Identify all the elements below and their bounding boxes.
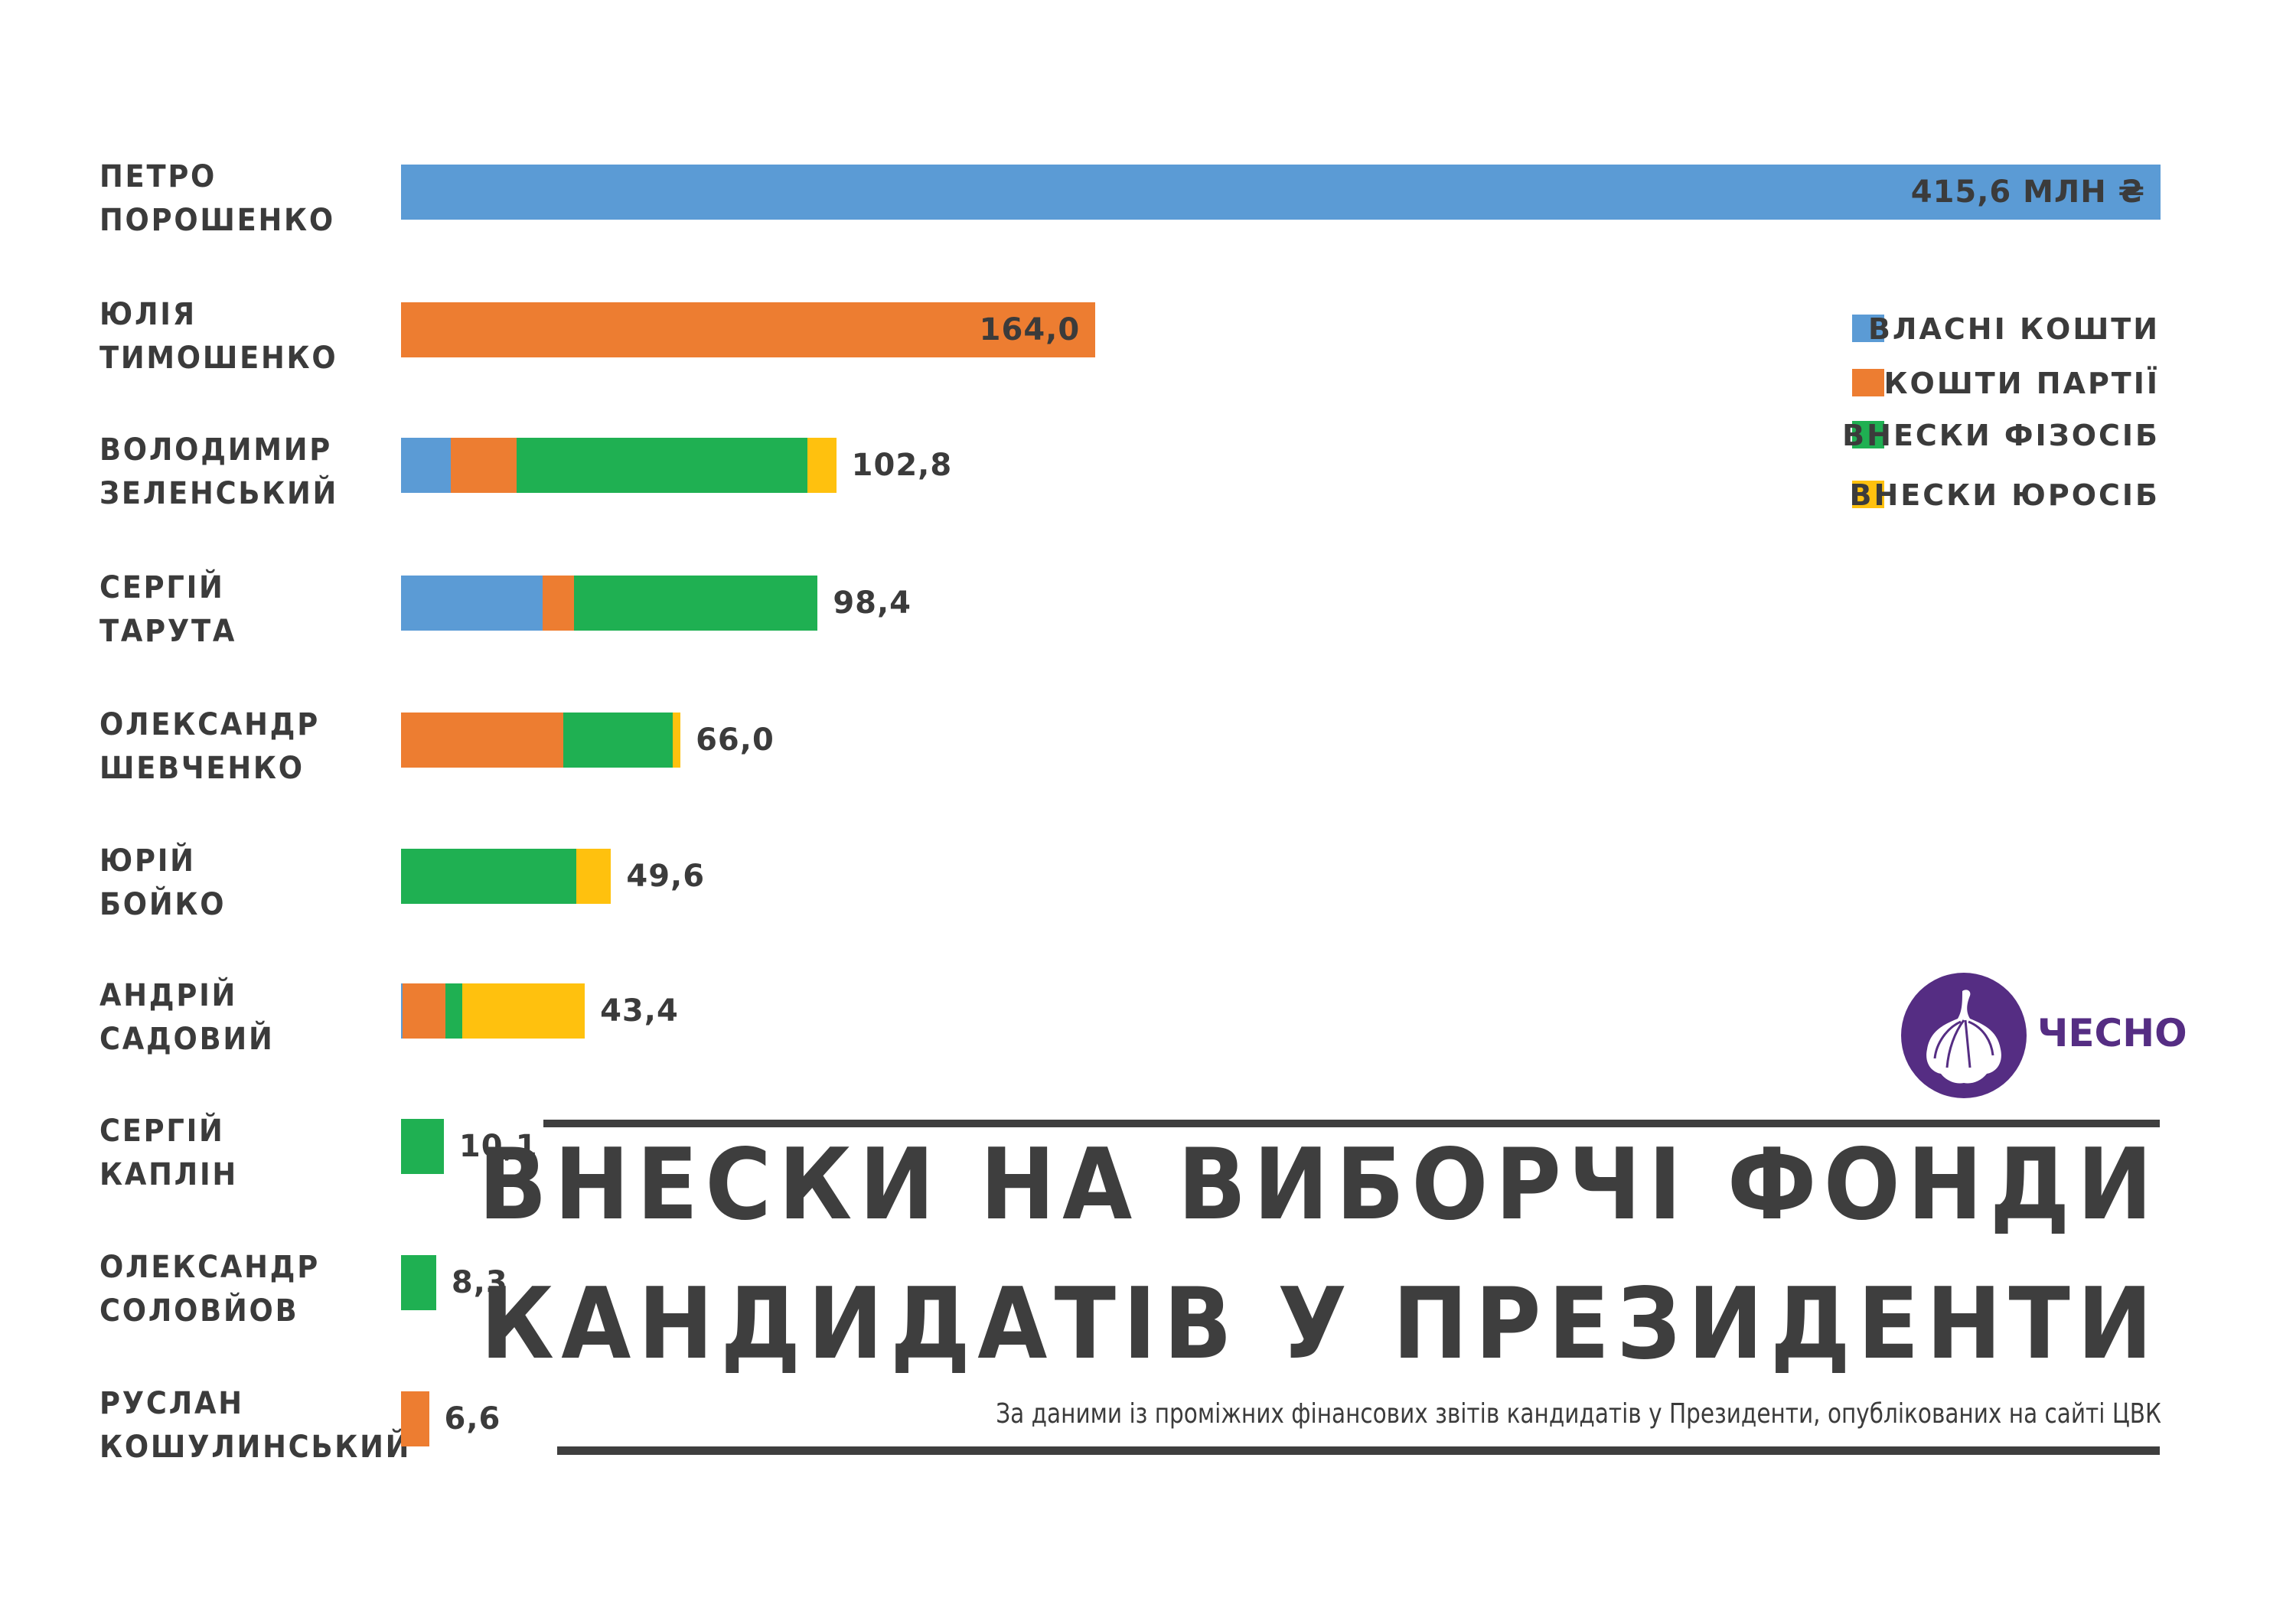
legend-item-legal-entity-contributions: ВНЕСКИ ЮРОСІБ — [1849, 478, 2160, 512]
chesno-logo-text: ЧЕСНО — [2037, 1011, 2187, 1055]
bar-value-label: 8,3 — [451, 1265, 508, 1300]
bar-value-label: 49,6 — [626, 859, 706, 894]
candidate-name: СЕРГІЙ ТАРУТА — [99, 566, 236, 654]
candidate-first-name: ОЛЕКСАНДР — [99, 707, 320, 742]
candidate-name: ОЛЕКСАНДР ШЕВЧЕНКО — [99, 703, 320, 791]
candidate-name: ОЛЕКСАНДР СОЛОВЙОВ — [99, 1246, 320, 1333]
legend-swatch-legal-entity-contributions — [1852, 481, 1884, 508]
bar-segment-individual-contributions — [445, 983, 462, 1039]
bar-segment-party-funds — [543, 576, 575, 631]
bar-segment-individual-contributions — [574, 576, 818, 631]
bar-segment-party-funds — [401, 1391, 429, 1446]
bar-value-label: 164,0 — [979, 312, 1081, 347]
candidate-first-name: ОЛЕКСАНДР — [99, 1250, 320, 1285]
candidate-first-name: АНДРІЙ — [99, 978, 238, 1013]
bar-value-label: 6,6 — [444, 1401, 501, 1436]
candidate-first-name: ВОЛОДИМИР — [99, 432, 332, 468]
bar-segment-individual-contributions — [401, 1255, 436, 1310]
title-line-2: КАНДИДАТІВ У ПРЕЗИДЕНТИ — [481, 1267, 2160, 1381]
candidate-last-name: КОШУЛИНСЬКИЙ — [99, 1430, 412, 1465]
bar-segment-legal-entity-contributions — [672, 713, 681, 768]
candidate-first-name: ЮЛІЯ — [99, 297, 197, 332]
bar-segment-party-funds — [402, 983, 445, 1039]
candidate-name: ПЕТРО ПОРОШЕНКО — [99, 155, 335, 243]
candidate-first-name: ПЕТРО — [99, 159, 217, 194]
candidate-name: ЮРІЙ БОЙКО — [99, 840, 226, 927]
candidate-name: ЮЛІЯ ТИМОШЕНКО — [99, 293, 338, 380]
bar-segment-individual-contributions — [563, 713, 673, 768]
bar-value-label: 10,1 — [458, 1129, 538, 1164]
candidate-last-name: ЗЕЛЕНСЬКИЙ — [99, 476, 339, 511]
bar-segment-own-funds — [401, 983, 403, 1039]
candidate-name: РУСЛАН КОШУЛИНСЬКИЙ — [99, 1382, 411, 1469]
legend-label: ВНЕСКИ ЮРОСІБ — [1849, 478, 2160, 512]
candidate-last-name: ШЕВЧЕНКО — [99, 751, 305, 786]
stacked-bar — [401, 713, 681, 768]
candidate-last-name: САДОВИЙ — [99, 1022, 275, 1057]
title-bottom-rule — [557, 1446, 2160, 1455]
legend-label: КОШТИ ПАРТІЇ — [1883, 367, 2160, 400]
candidate-last-name: ТАРУТА — [99, 614, 237, 649]
title-line-1: ВНЕСКИ НА ВИБОРЧІ ФОНДИ — [478, 1128, 2160, 1242]
candidate-first-name: СЕРГІЙ — [99, 1114, 225, 1149]
bar-segment-individual-contributions — [401, 849, 576, 904]
garlic-icon — [1926, 990, 2001, 1084]
stacked-bar — [401, 849, 612, 904]
bar-segment-individual-contributions — [401, 1119, 444, 1174]
stacked-bar — [401, 1255, 436, 1310]
candidate-first-name: ЮРІЙ — [99, 843, 196, 879]
legend-item-own-funds: ВЛАСНІ КОШТИ — [1851, 312, 2160, 346]
stacked-bar — [401, 576, 818, 631]
title-top-rule — [543, 1120, 2160, 1127]
stacked-bar — [401, 1119, 444, 1174]
candidate-first-name: РУСЛАН — [99, 1386, 244, 1421]
legend-swatch-party-funds — [1852, 369, 1884, 396]
stacked-bar — [401, 165, 2161, 220]
stacked-bar — [401, 438, 837, 493]
candidate-last-name: ПОРОШЕНКО — [99, 203, 335, 238]
legend-item-individual-contributions: ВНЕСКИ ФІЗОСІБ — [1842, 419, 2160, 452]
stacked-bar — [401, 302, 1096, 357]
stacked-bar — [401, 1391, 429, 1446]
bar-segment-legal-entity-contributions — [576, 849, 612, 904]
bar-segment-legal-entity-contributions — [461, 983, 585, 1039]
subtitle-source: За даними із проміжних фінансових звітів… — [996, 1398, 2161, 1430]
candidate-first-name: СЕРГІЙ — [99, 570, 225, 605]
bar-segment-legal-entity-contributions — [807, 438, 837, 493]
bar-segment-individual-contributions — [517, 438, 808, 493]
bar-value-label: 415,6 МЛН ₴ — [1910, 174, 2145, 210]
bar-value-label: 43,4 — [600, 993, 679, 1029]
bar-segment-own-funds — [401, 576, 543, 631]
bar-value-label: 66,0 — [696, 722, 775, 758]
candidate-name: СЕРГІЙ КАПЛІН — [99, 1110, 238, 1197]
bar-value-label: 98,4 — [833, 585, 912, 621]
candidate-last-name: СОЛОВЙОВ — [99, 1293, 299, 1329]
candidate-last-name: КАПЛІН — [99, 1157, 238, 1192]
stacked-bar — [401, 983, 585, 1039]
legend-label: ВНЕСКИ ФІЗОСІБ — [1842, 419, 2160, 452]
legend-label: ВЛАСНІ КОШТИ — [1867, 312, 2160, 346]
candidate-name: ВОЛОДИМИР ЗЕЛЕНСЬКИЙ — [99, 429, 338, 516]
bar-segment-party-funds — [401, 302, 1096, 357]
chesno-logo-icon — [1901, 973, 2027, 1098]
bar-segment-own-funds — [401, 438, 451, 493]
legend-swatch-individual-contributions — [1852, 421, 1884, 448]
bar-segment-own-funds — [401, 165, 2161, 220]
candidate-last-name: БОЙКО — [99, 887, 227, 922]
legend-swatch-own-funds — [1852, 315, 1884, 342]
candidate-name: АНДРІЙ САДОВИЙ — [99, 974, 275, 1061]
bar-segment-party-funds — [450, 438, 517, 493]
legend-item-party-funds: КОШТИ ПАРТІЇ — [1851, 367, 2160, 400]
bar-segment-party-funds — [401, 713, 564, 768]
bar-value-label: 102,8 — [851, 448, 953, 483]
candidate-last-name: ТИМОШЕНКО — [99, 341, 338, 376]
